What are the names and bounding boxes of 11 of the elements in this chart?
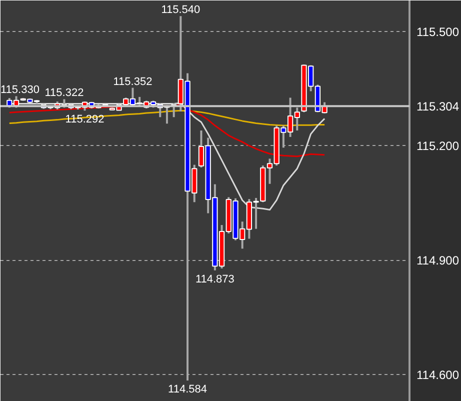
annotation: 115.330 xyxy=(0,84,40,96)
y-tick-label: 114.900 xyxy=(416,254,460,268)
ref-line-label: 115.304 xyxy=(416,100,460,114)
annotation: 114.584 xyxy=(168,384,208,396)
y-tick-label: 114.600 xyxy=(416,368,460,382)
annotation: 115.352 xyxy=(113,76,152,88)
annotation: 115.322 xyxy=(44,87,84,100)
annotation: 115.540 xyxy=(161,4,200,16)
annotation: 114.873 xyxy=(195,273,234,286)
y-tick-label: 115.500 xyxy=(416,24,460,39)
y-tick-label: 115.200 xyxy=(416,139,460,154)
